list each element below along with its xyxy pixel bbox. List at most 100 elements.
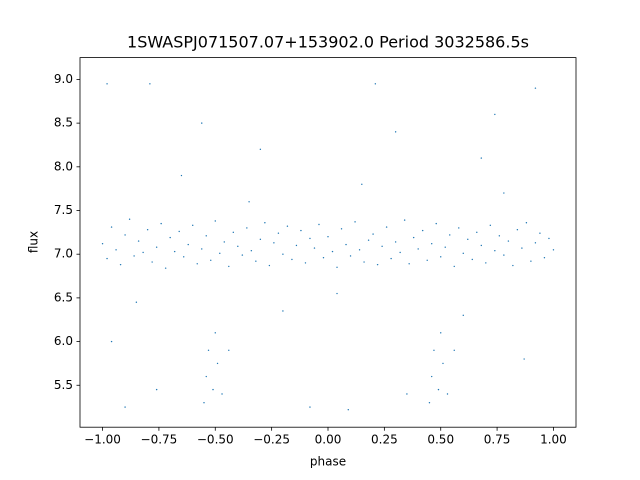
point bbox=[440, 256, 442, 258]
x-tick-label: 0.50 bbox=[427, 433, 454, 447]
point bbox=[381, 245, 383, 248]
point bbox=[169, 236, 171, 239]
point bbox=[489, 224, 492, 227]
point bbox=[394, 241, 397, 243]
point bbox=[417, 248, 419, 250]
point bbox=[295, 244, 298, 247]
point bbox=[349, 255, 352, 257]
point bbox=[449, 234, 451, 236]
point bbox=[394, 131, 397, 133]
point bbox=[183, 256, 185, 258]
point bbox=[264, 222, 266, 224]
point bbox=[214, 220, 216, 222]
point bbox=[255, 260, 257, 262]
point bbox=[210, 259, 212, 262]
point bbox=[442, 362, 444, 365]
point bbox=[228, 349, 230, 352]
point bbox=[530, 260, 532, 262]
point bbox=[187, 243, 189, 246]
y-tick-label: 8.5 bbox=[54, 116, 73, 130]
point bbox=[106, 257, 108, 260]
point bbox=[178, 230, 180, 233]
point bbox=[250, 250, 253, 252]
point bbox=[196, 263, 198, 265]
point bbox=[485, 262, 487, 264]
x-tick-label: −1.00 bbox=[84, 433, 121, 447]
point bbox=[336, 292, 338, 295]
y-tick-label: 5.5 bbox=[54, 378, 73, 392]
point bbox=[201, 122, 203, 124]
plot-frame bbox=[79, 57, 577, 428]
point bbox=[372, 233, 374, 235]
point bbox=[259, 238, 262, 241]
point bbox=[435, 222, 437, 225]
point bbox=[124, 234, 126, 236]
y-tick-label: 6.0 bbox=[54, 334, 73, 348]
point bbox=[385, 226, 388, 228]
point bbox=[462, 252, 464, 255]
point bbox=[277, 232, 280, 234]
point bbox=[347, 409, 349, 411]
x-tick-label: −0.75 bbox=[141, 433, 178, 447]
point bbox=[268, 264, 271, 267]
point bbox=[453, 349, 455, 352]
point bbox=[205, 235, 207, 237]
x-tick-label: 0.75 bbox=[484, 433, 511, 447]
point bbox=[282, 310, 284, 312]
point bbox=[431, 243, 433, 245]
point bbox=[374, 83, 377, 85]
point bbox=[403, 219, 406, 221]
point bbox=[201, 248, 203, 250]
point bbox=[304, 262, 307, 264]
point bbox=[155, 388, 158, 391]
point bbox=[137, 240, 140, 242]
point bbox=[437, 388, 440, 391]
point bbox=[494, 113, 496, 116]
point bbox=[467, 238, 469, 241]
point bbox=[476, 231, 478, 234]
point bbox=[115, 249, 117, 251]
point bbox=[327, 236, 329, 238]
point bbox=[399, 251, 401, 254]
point bbox=[408, 263, 410, 265]
point bbox=[534, 87, 537, 89]
x-tick-label: 1.00 bbox=[540, 433, 567, 447]
y-tick-label: 7.0 bbox=[54, 247, 73, 261]
point bbox=[133, 255, 135, 257]
point bbox=[237, 245, 239, 248]
point bbox=[471, 258, 473, 261]
point bbox=[286, 225, 289, 227]
point bbox=[503, 192, 505, 194]
x-tick-label: −0.25 bbox=[253, 433, 290, 447]
point bbox=[390, 257, 392, 260]
point bbox=[216, 362, 219, 365]
point bbox=[512, 264, 514, 267]
point bbox=[446, 393, 449, 395]
point bbox=[180, 174, 183, 177]
y-axis-label: flux bbox=[27, 231, 41, 253]
chart-title: 1SWASPJ071507.07+153902.0 Period 3032586… bbox=[127, 33, 529, 52]
point bbox=[248, 201, 250, 203]
point bbox=[548, 237, 550, 240]
point bbox=[124, 406, 126, 408]
point bbox=[345, 243, 347, 246]
point bbox=[480, 244, 483, 247]
point bbox=[203, 402, 205, 404]
y-tick-label: 6.5 bbox=[54, 290, 73, 304]
point bbox=[221, 393, 223, 395]
point bbox=[462, 314, 464, 317]
point bbox=[336, 266, 338, 269]
point bbox=[228, 265, 230, 268]
point bbox=[273, 242, 275, 244]
x-tick-label: 0.00 bbox=[315, 433, 342, 447]
point bbox=[534, 242, 537, 244]
point bbox=[151, 261, 153, 263]
point bbox=[523, 358, 525, 360]
point bbox=[309, 406, 311, 408]
point bbox=[119, 263, 122, 266]
point bbox=[498, 235, 501, 237]
point bbox=[543, 256, 546, 259]
point bbox=[358, 249, 361, 251]
point bbox=[110, 340, 113, 343]
point bbox=[458, 227, 460, 229]
